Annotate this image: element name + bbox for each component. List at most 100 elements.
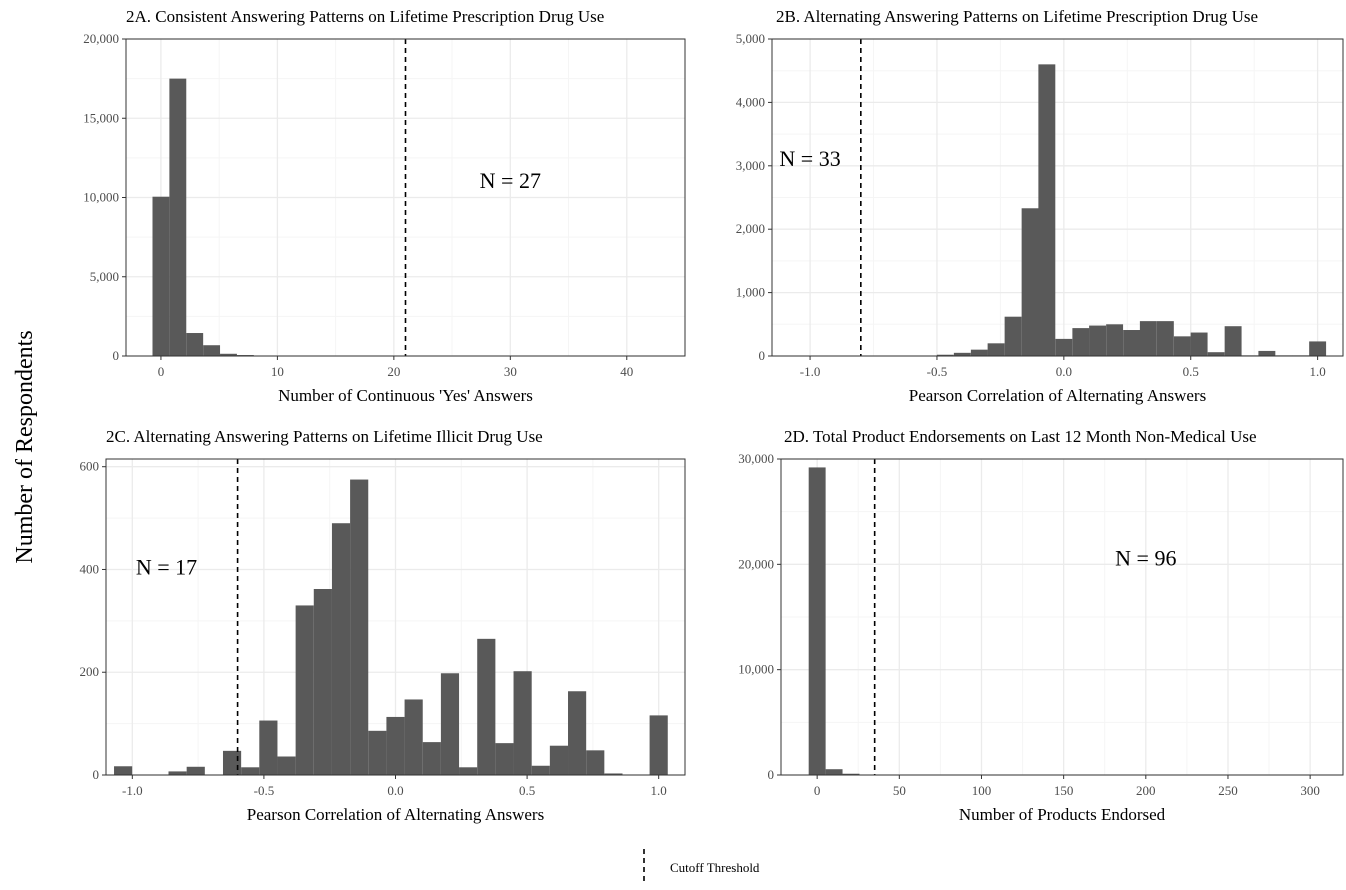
histogram-bar <box>277 756 296 775</box>
histogram-bar <box>1055 338 1073 356</box>
histogram-bar <box>586 750 605 775</box>
y-tick-label: 10,000 <box>83 190 119 205</box>
histogram-bar <box>1004 316 1022 356</box>
histogram-bar <box>114 766 133 775</box>
histogram-bar <box>825 769 843 775</box>
axes: 0 10 20 30 40 0 5,000 10,000 15,000 20,000 <box>83 31 633 379</box>
panel-title: 2B. Alternating Answering Patterns on Li… <box>776 7 1258 26</box>
histogram-bar <box>368 730 387 775</box>
histogram-bar <box>1309 341 1327 356</box>
y-tick-label: 0 <box>759 348 766 363</box>
histogram-bar <box>220 353 237 356</box>
x-tick-label: 200 <box>1136 783 1156 798</box>
axes: -1.0 -0.5 0.0 0.5 1.0 0 1,000 2,000 3,000 4,000 5,… <box>736 31 1326 379</box>
panel-title: 2D. Total Product Endorsements on Last 1… <box>784 427 1257 446</box>
x-tick-label: 20 <box>387 364 400 379</box>
x-tick-label: 100 <box>972 783 992 798</box>
histogram-bar <box>168 771 187 775</box>
y-tick-label: 20,000 <box>83 31 119 46</box>
panel-title: 2A. Consistent Answering Patterns on Lif… <box>126 7 604 26</box>
histogram-bar <box>987 343 1005 356</box>
x-tick-label: 1.0 <box>651 783 667 798</box>
shared-y-axis-label: Number of Respondents <box>12 330 38 563</box>
y-tick-label: 30,000 <box>738 451 774 466</box>
y-tick-label: 400 <box>80 561 100 576</box>
panel-2a: 0 10 20 30 40 0 5,000 10,000 15,000 20,000 2A. Con… <box>83 7 686 405</box>
y-tick-label: 200 <box>80 664 100 679</box>
histogram-bar <box>169 78 187 356</box>
y-tick-label: 15,000 <box>83 110 119 125</box>
histogram-bar <box>477 638 496 775</box>
x-axis-label: Pearson Correlation of Alternating Answe… <box>909 386 1206 405</box>
histogram-bars <box>152 78 288 357</box>
y-tick-label: 600 <box>80 459 100 474</box>
y-tick-label: 20,000 <box>738 556 774 571</box>
histogram-bar <box>313 588 332 775</box>
panel-2d: 0 50 100 150 200 250 300 0 10,000 20,000 30,000 2D.… <box>738 427 1344 824</box>
histogram-bar <box>186 333 204 356</box>
y-tick-label: 1,000 <box>736 285 765 300</box>
panel-border <box>771 38 1344 357</box>
histogram-bar <box>649 715 668 775</box>
histogram-bar <box>1089 325 1107 356</box>
histogram-bar <box>549 745 569 775</box>
histogram-bar <box>350 479 369 775</box>
y-tick-label: 5,000 <box>90 269 119 284</box>
x-tick-label: -1.0 <box>800 364 821 379</box>
x-tick-label: 50 <box>893 783 906 798</box>
y-tick-label: 0 <box>768 767 775 782</box>
x-tick-label: -0.5 <box>254 783 275 798</box>
histogram-bar <box>241 767 260 775</box>
histogram-bar <box>259 720 278 775</box>
y-tick-label: 0 <box>93 767 100 782</box>
x-tick-label: 1.0 <box>1309 364 1325 379</box>
count-annotation: N = 27 <box>480 168 541 193</box>
histogram-bar <box>953 352 971 356</box>
x-tick-label: 0 <box>158 364 165 379</box>
x-tick-label: -1.0 <box>122 783 143 798</box>
count-annotation: N = 96 <box>1115 545 1176 570</box>
x-tick-label: 0.0 <box>387 783 403 798</box>
x-tick-label: 10 <box>271 364 284 379</box>
histogram-bar <box>531 765 550 775</box>
y-tick-label: 4,000 <box>736 94 765 109</box>
count-annotation: N = 33 <box>779 146 840 171</box>
histogram-bar <box>1123 330 1141 356</box>
x-axis-label: Pearson Correlation of Alternating Answe… <box>247 805 544 824</box>
legend: Cutoff Threshold <box>643 849 760 884</box>
axes: -1.0 -0.5 0.0 0.5 1.0 0 200 400 600 <box>80 459 667 798</box>
histogram-bar <box>495 743 514 775</box>
x-tick-label: 30 <box>504 364 517 379</box>
histogram-bar <box>1207 352 1225 356</box>
histogram-bar <box>386 716 405 775</box>
x-axis-label: Number of Products Endorsed <box>959 805 1166 824</box>
x-tick-label: -0.5 <box>927 364 948 379</box>
histogram-bar <box>222 750 242 775</box>
histogram-bar <box>331 523 351 775</box>
panel-border <box>780 458 1344 776</box>
histogram-bars <box>903 64 1327 357</box>
histogram-bar <box>152 196 170 356</box>
x-tick-label: 0.5 <box>1183 364 1199 379</box>
histogram-bar <box>808 467 826 775</box>
panel-2c: -1.0 -0.5 0.0 0.5 1.0 0 200 400 600 2C. Alternati… <box>80 427 686 824</box>
x-tick-label: 150 <box>1054 783 1074 798</box>
histogram-bar <box>568 691 587 775</box>
x-tick-label: 0 <box>814 783 821 798</box>
histogram-bar <box>440 673 460 775</box>
panel-2b: -1.0 -0.5 0.0 0.5 1.0 0 1,000 2,000 3,000 4,000 5,… <box>736 7 1344 405</box>
histogram-bar <box>404 699 423 775</box>
x-tick-label: 250 <box>1218 783 1238 798</box>
histogram-bar <box>1106 324 1124 356</box>
histogram-bar <box>936 354 954 356</box>
histogram-bar <box>1173 336 1191 356</box>
legend-threshold-label: Cutoff Threshold <box>670 860 760 875</box>
histogram-bar <box>970 349 988 356</box>
histogram-bar <box>295 605 314 775</box>
histogram-bar <box>1156 321 1174 356</box>
y-tick-label: 2,000 <box>736 221 765 236</box>
histogram-bar <box>1190 332 1208 356</box>
histogram-bar <box>1258 350 1276 356</box>
axes: 0 50 100 150 200 250 300 0 10,000 20,000 30,000 <box>738 451 1320 798</box>
